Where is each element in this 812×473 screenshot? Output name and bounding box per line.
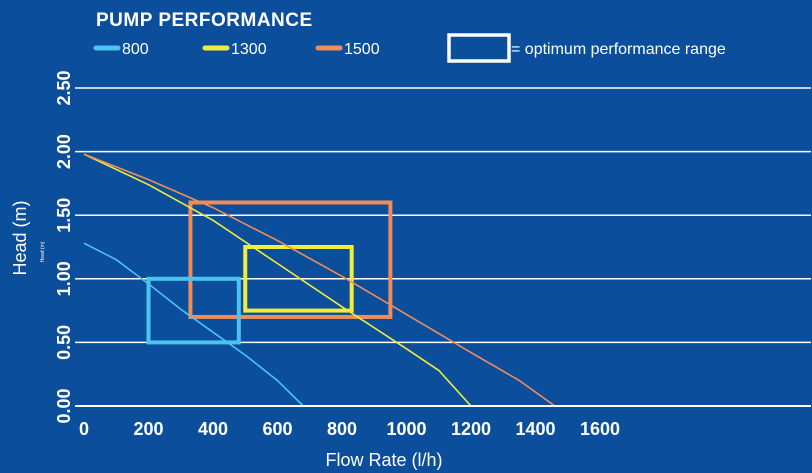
legend-optimum-box: [447, 33, 511, 63]
optimum-box-1500: [188, 200, 393, 319]
optimum-ranges: [146, 200, 393, 345]
series-line-800: [83, 242, 304, 407]
optimum-box-1300: [243, 245, 354, 313]
y-tick-label: 2.50: [54, 70, 74, 105]
x-tick-label: 1400: [515, 419, 555, 439]
x-tick-label: 1000: [386, 419, 426, 439]
optimum-box-800: [146, 276, 241, 345]
x-tick-label: 1200: [451, 419, 491, 439]
y-axis-label-small: Head (m): [40, 241, 46, 262]
gridlines: [75, 87, 811, 344]
x-tick-label: 800: [327, 419, 357, 439]
x-tick-label: 400: [198, 419, 228, 439]
series-line-1500: [83, 153, 556, 407]
x-tick-label: 1600: [580, 419, 620, 439]
legend-label-800: 800: [122, 41, 149, 58]
legend-label-1300: 1300: [231, 41, 267, 58]
series-line-1300: [83, 153, 472, 407]
y-tick-label: 2.00: [54, 134, 74, 169]
legend: 800 1300 1500 = optimum performance rang…: [93, 33, 726, 63]
legend-optimum-label: = optimum performance range: [511, 41, 726, 58]
x-tick-label: 600: [262, 419, 292, 439]
y-tick-label: 0.50: [54, 325, 74, 360]
chart-title: PUMP PERFORMANCE: [96, 10, 313, 31]
x-tick-label: 200: [133, 419, 163, 439]
y-tick-label: 0.00: [54, 388, 74, 423]
legend-label-1500: 1500: [344, 41, 380, 58]
y-tick-label: 1.50: [54, 198, 74, 233]
y-axis-label: Head (m): [10, 200, 30, 275]
series-lines: [83, 153, 556, 407]
x-tick-labels: 0 200 400 600 800 1000 1200 1400 1600: [79, 419, 620, 439]
y-tick-label: 1.00: [54, 261, 74, 296]
x-axis-label: Flow Rate (l/h): [325, 450, 442, 470]
x-tick-label: 0: [79, 419, 89, 439]
y-tick-labels: 0.00 0.50 1.00 1.50 2.00 2.50: [54, 70, 74, 423]
